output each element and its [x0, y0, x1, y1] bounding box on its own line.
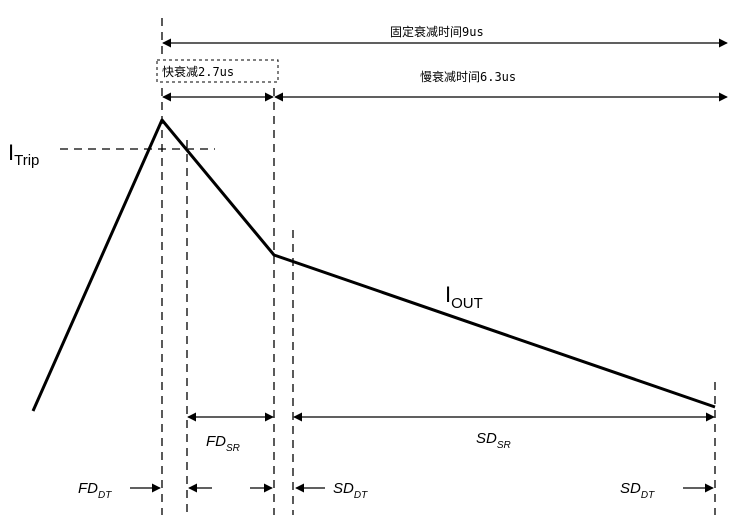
sd-dt-label-2: SDDT — [620, 480, 655, 501]
slow-decay-label: 慢衰减时间6.3us — [420, 69, 516, 84]
sd-dt-label-1: SDDT — [333, 480, 368, 501]
fd-dt-label: FDDT — [78, 480, 112, 501]
slow-decay-label-bg — [410, 66, 600, 86]
fast-decay-label: 快衰减2.7us — [162, 64, 234, 79]
sd-sr-label: SDSR — [476, 430, 511, 451]
fd-sr-label: FDSR — [206, 433, 240, 454]
fixed-decay-label: 固定衰减时间9us — [390, 24, 484, 39]
iout-label: IOUT — [445, 282, 483, 312]
current-waveform — [31, 118, 716, 412]
fast-decay-box — [156, 59, 279, 83]
itrip-label: ITrip — [8, 140, 39, 169]
